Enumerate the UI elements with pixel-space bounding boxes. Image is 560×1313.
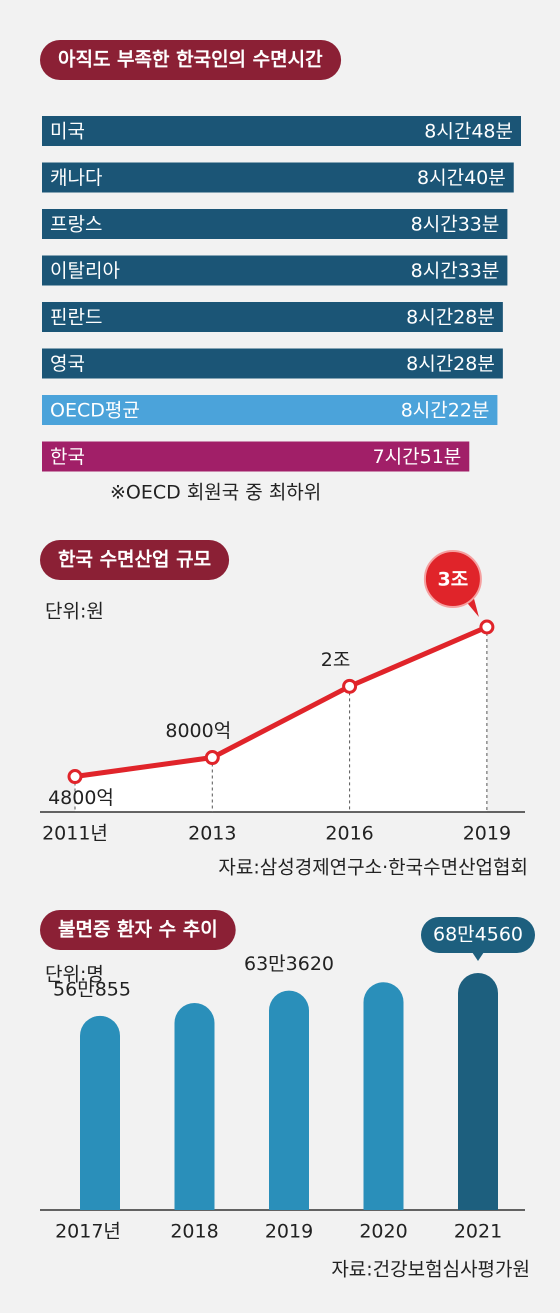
chart-title: 아직도 부족한 한국인의 수면시간 (58, 49, 323, 71)
bar (458, 973, 498, 1210)
value-label: 3조 (438, 569, 469, 591)
value-label: 8시간28분 (406, 307, 495, 329)
bar (363, 982, 404, 1210)
point (204, 750, 220, 766)
point (479, 619, 495, 635)
x-tick-label: 2017년 (55, 1221, 121, 1243)
value-label: 8시간33분 (411, 214, 500, 236)
bar (42, 255, 508, 286)
category-label: 이탈리아 (50, 260, 120, 282)
value-label: 2조 (321, 649, 351, 671)
bar (269, 990, 309, 1210)
title-pill (40, 910, 236, 950)
value-label: 8시간40분 (417, 167, 506, 189)
value-label: 8시간33분 (411, 260, 500, 282)
source: 자료:삼성경제연구소·한국수면산업협회 (218, 857, 528, 879)
bar (42, 441, 470, 472)
title-pill (40, 40, 342, 80)
value-label: 8시간28분 (406, 353, 495, 375)
bar (80, 1015, 120, 1210)
bubble (423, 550, 482, 608)
value-label: 68만4560 (433, 924, 523, 946)
value-label: 8시간22분 (401, 400, 490, 422)
value-label: 4800억 (48, 787, 114, 809)
bar (42, 162, 514, 193)
x-tick-label: 2013 (188, 823, 236, 845)
bar (42, 395, 498, 425)
x-tick-label: 2019 (463, 823, 511, 845)
annotation: ※OECD 회원국 중 최하위 (110, 482, 321, 504)
value-label: 63만3620 (244, 953, 334, 975)
category-label: OECD평균 (50, 400, 140, 422)
label-box (420, 917, 536, 953)
x-tick-label: 2016 (325, 823, 373, 845)
title-pill (40, 540, 230, 580)
value-label: 8000억 (165, 720, 231, 742)
bar (174, 1002, 215, 1210)
value-label: 56만855 (53, 978, 131, 1000)
label-tail (472, 952, 484, 961)
line (74, 624, 488, 779)
category-label: 미국 (50, 121, 85, 143)
category-label: 핀란드 (50, 307, 102, 329)
category-label: 영국 (50, 353, 85, 375)
point (342, 678, 358, 694)
x-tick-label: 2018 (170, 1221, 218, 1243)
bar (42, 348, 503, 379)
chart-title: 한국 수면산업 규모 (58, 549, 211, 571)
unit-label: 단위:명 (45, 964, 104, 986)
value-label: 7시간51분 (373, 446, 462, 468)
bar (42, 116, 521, 146)
bar (42, 209, 508, 239)
category-label: 프랑스 (50, 214, 102, 236)
value-label: 8시간48분 (424, 121, 513, 143)
chart-title: 불면증 환자 수 추이 (58, 919, 218, 941)
bar (42, 302, 503, 332)
x-tick-label: 2021 (454, 1221, 502, 1243)
x-tick-label: 2020 (359, 1221, 407, 1243)
unit-label: 단위:원 (45, 601, 104, 623)
x-tick-label: 2011년 (42, 823, 108, 845)
x-tick-label: 2019 (265, 1221, 313, 1243)
source: 자료:건강보험심사평가원 (331, 1259, 530, 1281)
category-label: 캐나다 (50, 167, 102, 189)
category-label: 한국 (50, 446, 85, 468)
point (67, 769, 83, 785)
